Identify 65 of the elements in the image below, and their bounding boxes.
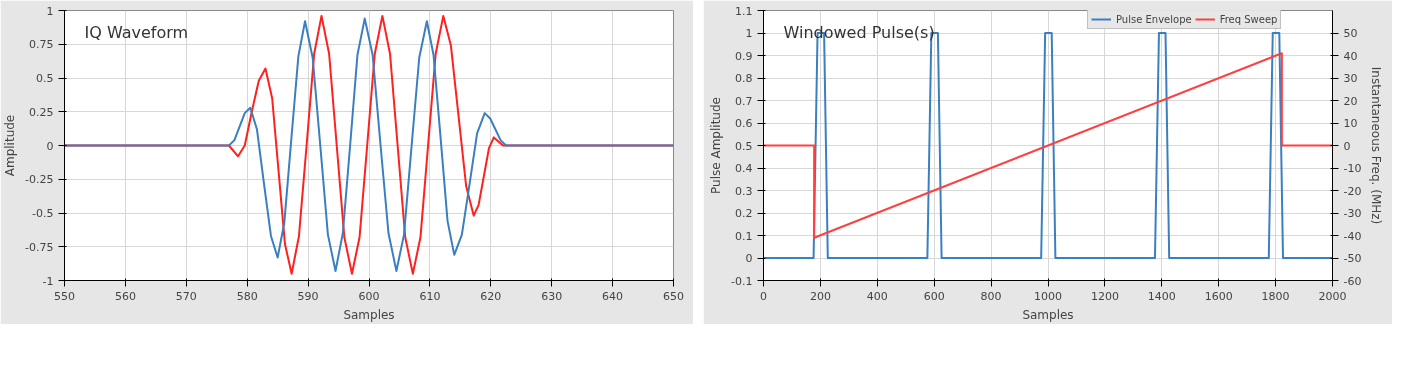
y-tick-label: 1 <box>46 4 54 18</box>
y-tick-label: -0.75 <box>25 240 54 254</box>
x-tick-label: 2000 <box>1318 289 1347 303</box>
x-tick-label: 1800 <box>1261 289 1290 303</box>
x-tick-label: 620 <box>480 289 502 303</box>
text: Windowed Pulse(s) <box>783 22 935 42</box>
y-tick-label: 0.7 <box>735 94 753 108</box>
x-tick-label: 600 <box>923 289 945 303</box>
y2-tick-label: -30 <box>1343 207 1362 220</box>
x-tick-label: 0 <box>760 289 767 303</box>
y-tick-label: 0.5 <box>735 139 753 153</box>
y2-tick-label: -20 <box>1343 184 1362 198</box>
y-tick-label: -0.5 <box>32 207 54 220</box>
y-axis-title: Pulse Amplitude <box>709 97 724 194</box>
x-tick-label: 600 <box>358 289 380 303</box>
y-tick-label: -1 <box>42 274 54 288</box>
y-tick-label: -0.1 <box>731 274 753 288</box>
legend-label: Freq Sweep <box>1219 13 1278 25</box>
x-tick-label: 630 <box>541 289 563 303</box>
y2-tick-label: -60 <box>1343 274 1362 288</box>
x-tick-label: 200 <box>809 289 831 303</box>
text: IQ Waveform <box>84 22 189 42</box>
y2-tick-label: -50 <box>1343 252 1362 265</box>
legend-label: Pulse Envelope <box>1116 13 1192 25</box>
x-tick-label: 560 <box>114 289 136 303</box>
y-tick-label: 0 <box>745 252 753 265</box>
y2-tick-label: -10 <box>1343 162 1362 175</box>
y2-tick-label: 30 <box>1343 72 1358 85</box>
y-tick-label: 0.9 <box>735 49 753 63</box>
y-tick-label: 1.1 <box>735 4 753 18</box>
x-tick-label: 640 <box>602 289 624 303</box>
y-tick-label: 0 <box>46 139 54 153</box>
x-tick-label: 1000 <box>1034 289 1062 303</box>
y-tick-label: 0.2 <box>735 207 753 220</box>
y2-axis-title: Instantaneous Freq. (MHz) <box>1369 66 1384 225</box>
x-tick-label: 1200 <box>1090 289 1119 303</box>
x-tick-label: 650 <box>663 289 684 303</box>
x-tick-label: 1600 <box>1204 289 1233 303</box>
y2-tick-label: 40 <box>1343 49 1358 63</box>
y-tick-label: 0.75 <box>29 38 54 52</box>
y-tick-label: 0.8 <box>735 72 753 85</box>
x-tick-label: 1400 <box>1147 289 1176 303</box>
y-tick-label: 1 <box>745 27 753 40</box>
y-tick-label: 0.6 <box>735 117 753 130</box>
x-tick-label: 590 <box>297 289 319 303</box>
y2-tick-label: 50 <box>1343 27 1358 40</box>
y-tick-label: 0.4 <box>735 162 753 175</box>
x-tick-label: 800 <box>980 289 1002 303</box>
x-tick-label: 580 <box>236 289 258 303</box>
x-axis-title: Samples <box>343 307 395 322</box>
y-tick-label: 0.25 <box>29 105 54 119</box>
x-tick-label: 550 <box>54 289 75 303</box>
y-axis-title: Amplitude <box>3 114 18 177</box>
x-tick-label: 610 <box>419 289 441 303</box>
y2-tick-label: 0 <box>1343 139 1351 153</box>
x-tick-label: 400 <box>866 289 888 303</box>
y2-tick-label: 20 <box>1343 94 1358 108</box>
y2-tick-label: 10 <box>1343 117 1358 130</box>
y-tick-label: 0.3 <box>735 184 753 198</box>
x-axis-title: Samples <box>1022 307 1074 322</box>
y-tick-label: -0.25 <box>25 173 54 187</box>
y2-tick-label: -40 <box>1343 229 1362 243</box>
y-tick-label: 0.1 <box>735 229 753 243</box>
y-tick-label: 0.5 <box>36 72 54 85</box>
x-tick-label: 570 <box>175 289 197 303</box>
